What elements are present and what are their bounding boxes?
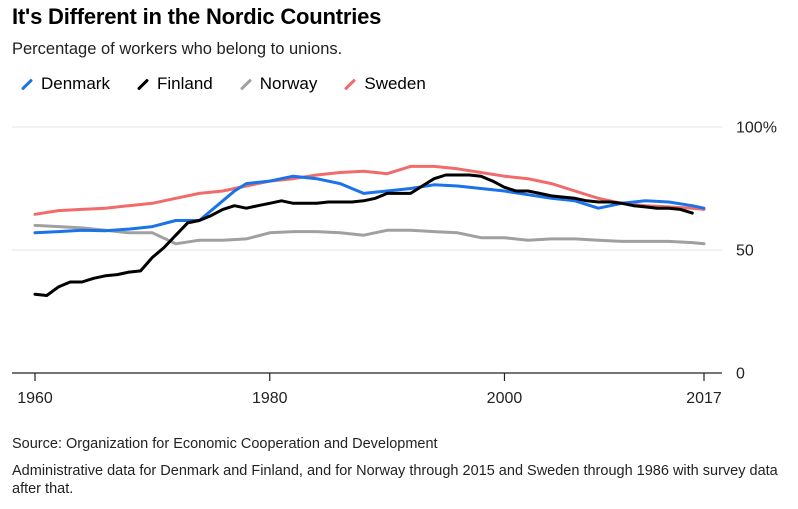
methodology-note: Administrative data for Denmark and Finl…	[12, 463, 778, 497]
series-line-sweden	[33, 164, 706, 216]
legend-item-finland: Finland	[136, 74, 213, 94]
legend-item-denmark: Denmark	[20, 74, 110, 94]
x-tick-label-1960: 1960	[17, 390, 53, 407]
legend-label-sweden: Sweden	[364, 74, 426, 93]
series-line-denmark	[33, 174, 706, 235]
legend-item-sweden: Sweden	[343, 74, 426, 94]
line-chart: 0 50 100% 1960 1980 2000 2017	[12, 120, 777, 407]
legend-swatch-denmark	[20, 77, 34, 91]
y-tick-label-0: 0	[736, 366, 745, 383]
x-tick-label-1980: 1980	[252, 390, 288, 407]
legend-swatch-finland	[136, 77, 149, 91]
legend-label-denmark: Denmark	[41, 74, 110, 93]
series-line-norway	[33, 223, 706, 246]
legend-item-norway: Norway	[239, 74, 318, 94]
series-line-finland	[33, 173, 694, 297]
x-tick-label-2017: 2017	[686, 390, 722, 407]
legend-swatch-sweden	[344, 77, 357, 91]
legend-label-finland: Finland	[156, 74, 213, 93]
source-note: Source: Organization for Economic Cooper…	[12, 436, 438, 452]
chart-title: It's Different in the Nordic Countries	[12, 4, 382, 29]
y-tick-label-50: 50	[736, 243, 754, 260]
legend: Denmark Finland Norway Sweden	[20, 74, 426, 94]
legend-swatch-norway	[239, 77, 252, 91]
chart-subtitle: Percentage of workers who belong to unio…	[12, 40, 343, 58]
legend-label-norway: Norway	[259, 74, 318, 93]
y-tick-label-100: 100%	[736, 120, 777, 137]
x-tick-label-2000: 2000	[487, 390, 523, 407]
